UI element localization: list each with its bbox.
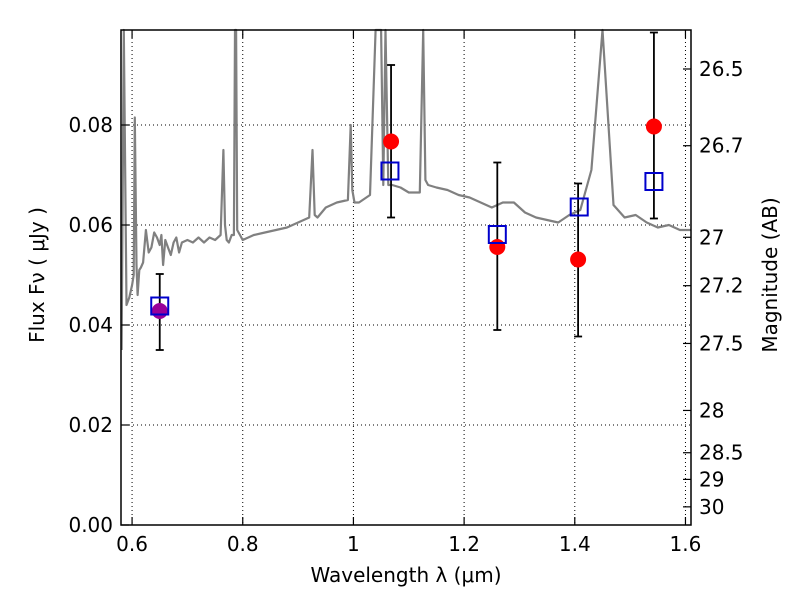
magnitude-tick-label: 29: [699, 467, 724, 491]
marker-layer: [150, 118, 664, 319]
y-tick-label: 0.02: [68, 413, 113, 437]
magnitude-tick-label: 27.5: [699, 331, 744, 355]
model-flux-square: [380, 161, 400, 181]
x-tick-label: 0.6: [116, 532, 148, 556]
plot-frame: [120, 29, 692, 526]
magnitude-tick-label: 28: [699, 398, 724, 422]
magnitude-tick-label: 28.5: [699, 441, 744, 465]
x-tick-label: 0.8: [227, 532, 259, 556]
y-tick-label: 0.04: [68, 313, 113, 337]
observed-flux-point: [151, 303, 168, 319]
y2-axis-label: Magnitude (AB): [758, 197, 782, 352]
y-tick-label: 0.06: [68, 213, 113, 237]
magnitude-tick-label: 27.2: [699, 274, 744, 298]
model-flux-square: [644, 172, 664, 191]
observed-flux-point: [570, 251, 587, 268]
tick-layer: 0.6 0.8 1 1.2 1.4 1.6 0.00 0.02 0.04 0.06 0.08 26.5…: [68, 30, 744, 556]
x-tick-label: 1.4: [559, 532, 591, 556]
x-tick-label: 1.2: [448, 532, 480, 556]
y-axis-label: Flux Fν ( μJy ): [25, 207, 49, 343]
x-tick-label: 1: [347, 532, 360, 556]
magnitude-tick-label: 26.5: [699, 57, 744, 81]
observed-flux-point: [383, 133, 400, 150]
x-axis-label: Wavelength λ (μm): [310, 563, 501, 587]
observed-flux-point: [489, 239, 506, 255]
observed-flux-point: [645, 118, 662, 135]
y-tick-label: 0.08: [68, 113, 113, 137]
model-flux-square: [569, 197, 589, 217]
magnitude-tick-label: 26.7: [699, 134, 744, 158]
magnitude-tick-label: 30: [699, 495, 724, 519]
x-tick-label: 1.6: [670, 532, 702, 556]
grid-layer: [121, 30, 691, 526]
model-flux-square: [150, 296, 170, 316]
spectrum-layer: [120, 28, 691, 351]
model-spectrum-line: [120, 28, 691, 351]
magnitude-tick-label: 27: [699, 225, 724, 249]
model-flux-square: [487, 225, 507, 244]
axes-layer: [120, 29, 692, 526]
y-tick-label: 0.00: [68, 513, 113, 537]
